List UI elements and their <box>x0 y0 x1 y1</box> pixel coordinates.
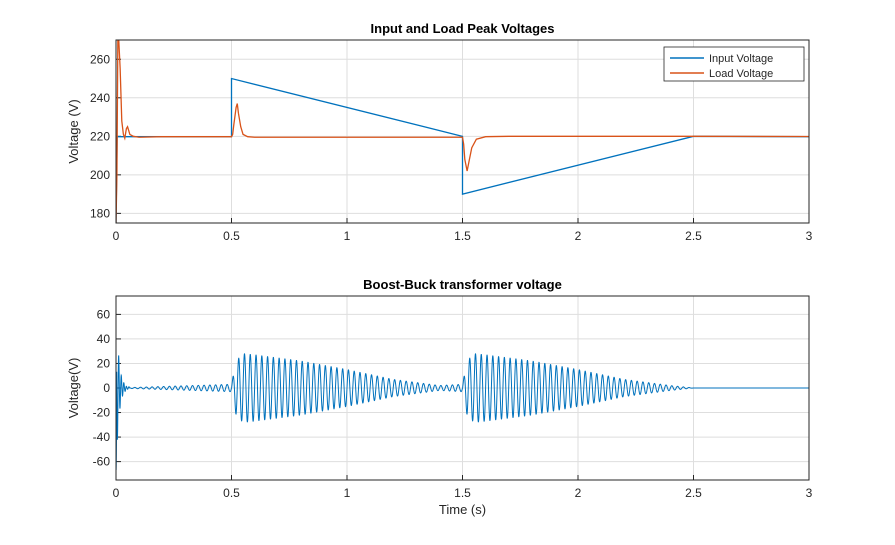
top-x-tick-labels: 0 0.5 1 1.5 2 2.5 3 <box>113 229 813 243</box>
bottom-y-axis-label: Voltage(V) <box>66 358 81 419</box>
x-tick-label: 1 <box>344 486 351 500</box>
x-tick-label: 1.5 <box>454 229 471 243</box>
y-tick-label: 240 <box>90 91 110 105</box>
bottom-x-tick-labels: 0 0.5 1 1.5 2 2.5 3 <box>113 486 813 500</box>
x-tick-label: 2 <box>575 229 582 243</box>
bottom-axes-lines <box>116 353 809 471</box>
y-tick-label: 0 <box>103 381 110 395</box>
y-tick-label: 220 <box>90 129 110 143</box>
top-y-axis-label: Voltage (V) <box>66 99 81 163</box>
x-tick-label: 0 <box>113 229 120 243</box>
top-legend: Input Voltage Load Voltage <box>663 46 805 82</box>
x-tick-label: 2.5 <box>685 486 702 500</box>
x-tick-label: 1.5 <box>454 486 471 500</box>
top-axes-frame <box>115 39 810 224</box>
y-tick-label: 260 <box>90 52 110 66</box>
x-tick-label: 3 <box>806 229 813 243</box>
y-tick-label: 20 <box>97 356 111 370</box>
y-tick-label: -20 <box>93 406 111 420</box>
x-tick-label: 0.5 <box>223 229 240 243</box>
top-y-tick-labels: 180 200 220 240 260 <box>90 52 110 220</box>
top-axes-lines <box>116 40 809 223</box>
series-line-1 <box>116 40 809 223</box>
x-tick-label: 1 <box>344 229 351 243</box>
x-tick-label: 0.5 <box>223 486 240 500</box>
transformer-voltage-line <box>116 353 809 471</box>
bottom-x-axis-label: Time (s) <box>439 502 486 517</box>
y-tick-label: 200 <box>90 168 110 182</box>
y-tick-label: 180 <box>90 206 110 220</box>
top-axes: 0 0.5 1 1.5 2 2.5 3 180 200 220 240 260 Input and … <box>66 21 813 243</box>
x-tick-label: 0 <box>113 486 120 500</box>
y-tick-label: -40 <box>93 430 111 444</box>
x-tick-label: 2.5 <box>685 229 702 243</box>
top-chart-title: Input and Load Peak Voltages <box>371 21 555 36</box>
bottom-axes: 0 0.5 1 1.5 2 2.5 3 60 40 20 0 -20 -40 -60 Boost-Buc… <box>66 277 813 517</box>
legend-entry: Load Voltage <box>709 68 773 80</box>
bottom-chart-title: Boost-Buck transformer voltage <box>363 277 562 292</box>
y-tick-label: 60 <box>97 307 111 321</box>
legend-entry: Input Voltage <box>709 53 773 65</box>
bottom-y-tick-labels: 60 40 20 0 -20 -40 -60 <box>93 307 111 468</box>
bottom-axes-frame <box>115 295 810 481</box>
y-tick-label: -60 <box>93 455 111 469</box>
x-tick-label: 2 <box>575 486 582 500</box>
y-tick-label: 40 <box>97 332 111 346</box>
legend-box <box>663 46 805 82</box>
x-tick-label: 3 <box>806 486 813 500</box>
